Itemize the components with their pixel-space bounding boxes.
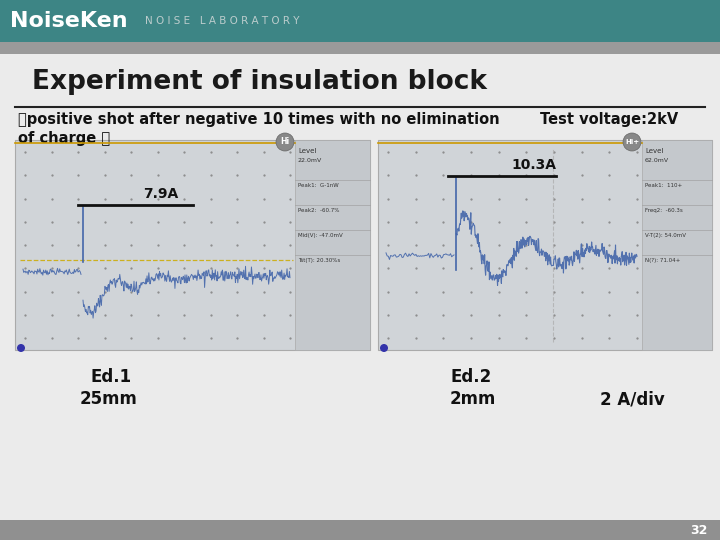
Circle shape bbox=[17, 344, 25, 352]
Text: Peak1:  110+: Peak1: 110+ bbox=[645, 183, 683, 188]
Text: Level: Level bbox=[645, 148, 663, 154]
Circle shape bbox=[380, 344, 388, 352]
Bar bbox=[15, 140, 370, 350]
Circle shape bbox=[623, 133, 641, 151]
Text: Level: Level bbox=[298, 148, 316, 154]
Text: Tst(T): 20.30%s: Tst(T): 20.30%s bbox=[298, 258, 341, 263]
Text: Ed.1: Ed.1 bbox=[90, 368, 131, 386]
Text: 32: 32 bbox=[690, 523, 708, 537]
Text: Hi+: Hi+ bbox=[625, 139, 639, 145]
Bar bbox=[0, 0, 720, 42]
Text: of charge 】: of charge 】 bbox=[18, 131, 110, 146]
Text: Freq2:  -60.3s: Freq2: -60.3s bbox=[645, 208, 683, 213]
Text: 7.9A: 7.9A bbox=[143, 187, 179, 201]
Text: 2mm: 2mm bbox=[450, 390, 496, 408]
Text: N(?): 71.04+: N(?): 71.04+ bbox=[645, 258, 680, 263]
Bar bbox=[295, 140, 370, 350]
Text: Hi: Hi bbox=[280, 138, 289, 146]
Text: 22.0mV: 22.0mV bbox=[298, 158, 323, 163]
Text: Mid(V): -47.0mV: Mid(V): -47.0mV bbox=[298, 233, 343, 238]
Text: Peak2:  -60.7%: Peak2: -60.7% bbox=[298, 208, 339, 213]
Text: 62.0mV: 62.0mV bbox=[645, 158, 669, 163]
Bar bbox=[378, 140, 712, 350]
Text: Ed.2: Ed.2 bbox=[450, 368, 491, 386]
Text: 10.3A: 10.3A bbox=[511, 158, 556, 172]
Text: Experiment of insulation block: Experiment of insulation block bbox=[32, 69, 487, 95]
Text: Test voltage:2kV: Test voltage:2kV bbox=[540, 112, 678, 127]
Text: N O I S E   L A B O R A T O R Y: N O I S E L A B O R A T O R Y bbox=[145, 16, 300, 26]
Text: NoiseKen: NoiseKen bbox=[10, 11, 127, 31]
Bar bbox=[0, 42, 720, 54]
Text: Peak1:  G-1nW: Peak1: G-1nW bbox=[298, 183, 338, 188]
Circle shape bbox=[276, 133, 294, 151]
Text: 【positive shot after negative 10 times with no elimination: 【positive shot after negative 10 times w… bbox=[18, 112, 500, 127]
Text: V-T(2): 54.0mV: V-T(2): 54.0mV bbox=[645, 233, 686, 238]
Text: 2 A/div: 2 A/div bbox=[600, 390, 665, 408]
Bar bbox=[0, 520, 720, 540]
Text: 25mm: 25mm bbox=[80, 390, 138, 408]
Bar bbox=[642, 140, 712, 350]
